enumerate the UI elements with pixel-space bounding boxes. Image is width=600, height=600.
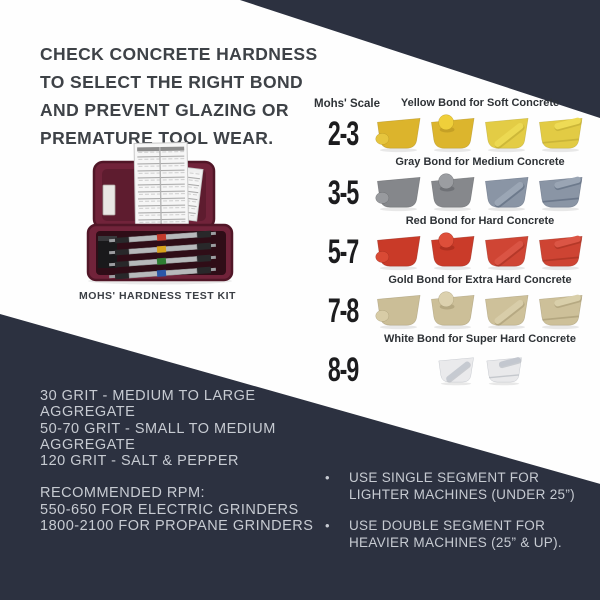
tool-icons-row: [374, 114, 586, 154]
headline: CHECK CONCRETE HARDNESS TO SELECT THE RI…: [40, 40, 330, 152]
single-round-segment-tool-icon: [375, 176, 421, 212]
kit-caption: MOHS' HARDNESS TEST KIT: [79, 290, 236, 302]
grit-line: AGGREGATE: [40, 436, 136, 453]
double-bar-segment-tool-icon: [539, 176, 583, 212]
single-round-segment-tool-icon: [375, 294, 421, 330]
single-bar-segment-tool-icon: [485, 117, 529, 153]
hardness-range: 2-3: [327, 114, 359, 153]
rpm-line: 1800-2100 FOR PROPANE GRINDERS: [40, 518, 314, 535]
headline-line: TO SELECT THE RIGHT BOND: [40, 72, 304, 92]
tool-icons-row: [374, 291, 586, 331]
headline-line: AND PREVENT GLAZING OR: [40, 100, 289, 120]
hardness-range: 8-9: [327, 350, 359, 389]
double-bar-segment-tool-icon: [539, 235, 583, 271]
grit-line: AGGREGATE: [40, 404, 136, 421]
round-top-segment-tool-icon: [431, 114, 475, 153]
segment-usage-bullets: • USE SINGLE SEGMENT FOR LIGHTER MACHINE…: [325, 469, 575, 565]
bullet-line: USE DOUBLE SEGMENT FOR: [349, 518, 546, 533]
rpm-info: RECOMMENDED RPM: 550-650 FOR ELECTRIC GR…: [40, 485, 313, 534]
single-round-segment-tool-icon: [375, 235, 421, 271]
single-bar-segment-tool-icon: [485, 176, 529, 212]
bond-header: Gold Bond for Extra Hard Concrete: [388, 274, 572, 286]
bond-header: Gray Bond for Medium Concrete: [395, 156, 565, 168]
tool-icons-row: [374, 232, 586, 272]
bond-header: Yellow Bond for Soft Concrete: [400, 97, 560, 109]
rpm-line: RECOMMENDED RPM:: [40, 485, 206, 502]
bond-header: White Bond for Super Hard Concrete: [384, 333, 576, 345]
hardness-range: 3-5: [327, 173, 359, 212]
bullet-item: • USE DOUBLE SEGMENT FOR HEAVIER MACHINE…: [325, 517, 575, 551]
double-bar-segment-tool-icon: [539, 294, 583, 330]
double-bar-segment-tool-icon: [486, 356, 522, 385]
grit-line: 30 GRIT - MEDIUM TO LARGE: [40, 388, 256, 404]
single-round-segment-tool-icon: [375, 117, 421, 153]
tool-icons-row: [374, 354, 586, 387]
round-top-segment-tool-icon: [431, 291, 475, 330]
bullet-line: HEAVIER MACHINES (25” & UP).: [349, 535, 562, 550]
headline-line: CHECK CONCRETE HARDNESS: [40, 44, 318, 64]
bond-header: Red Bond for Hard Concrete: [405, 215, 555, 227]
hardness-range: 5-7: [327, 232, 359, 271]
scale-row: Mohs' Scale Yellow Bond for Soft Concret…: [312, 97, 598, 154]
headline-line: PREMATURE TOOL WEAR.: [40, 128, 274, 148]
rpm-line: 550-650 FOR ELECTRIC GRINDERS: [40, 501, 299, 518]
mohs-scale-label: Mohs' Scale: [314, 98, 381, 110]
mohs-test-kit-illustration: [86, 142, 234, 285]
scale-row: Red Bond for Hard Concrete 5-7: [312, 215, 598, 272]
bullet-item: • USE SINGLE SEGMENT FOR LIGHTER MACHINE…: [325, 469, 575, 503]
hardness-range: 7-8: [327, 291, 359, 330]
grit-line: 50-70 GRIT - SMALL TO MEDIUM: [40, 420, 276, 437]
hardness-picks: [109, 230, 216, 280]
bullet-line: LIGHTER MACHINES (UNDER 25”): [349, 487, 575, 502]
grit-line: 120 GRIT - SALT & PEPPER: [40, 453, 239, 470]
scale-row: White Bond for Super Hard Concrete 8-9: [312, 333, 598, 390]
single-bar-segment-tool-icon: [485, 235, 529, 271]
double-bar-segment-tool-icon: [539, 117, 583, 153]
mohs-scale-table: Mohs' Scale Yellow Bond for Soft Concret…: [312, 97, 598, 392]
bullet-marker: •: [325, 470, 330, 485]
bullet-line: USE SINGLE SEGMENT FOR: [349, 470, 540, 485]
grit-rpm-info: 30 GRIT - MEDIUM TO LARGE AGGREGATE 50-7…: [40, 388, 313, 534]
round-top-segment-tool-icon: [431, 232, 475, 271]
single-bar-segment-tool-icon: [485, 294, 529, 330]
single-bar-segment-tool-icon: [438, 356, 474, 385]
round-top-segment-tool-icon: [431, 173, 475, 212]
tool-icons-row: [374, 173, 586, 213]
scale-row: Gray Bond for Medium Concrete 3-5: [312, 156, 598, 213]
mohs-test-kit-photo: [85, 140, 235, 285]
bullet-marker: •: [325, 518, 330, 533]
scale-row: Gold Bond for Extra Hard Concrete 7-8: [312, 274, 598, 331]
